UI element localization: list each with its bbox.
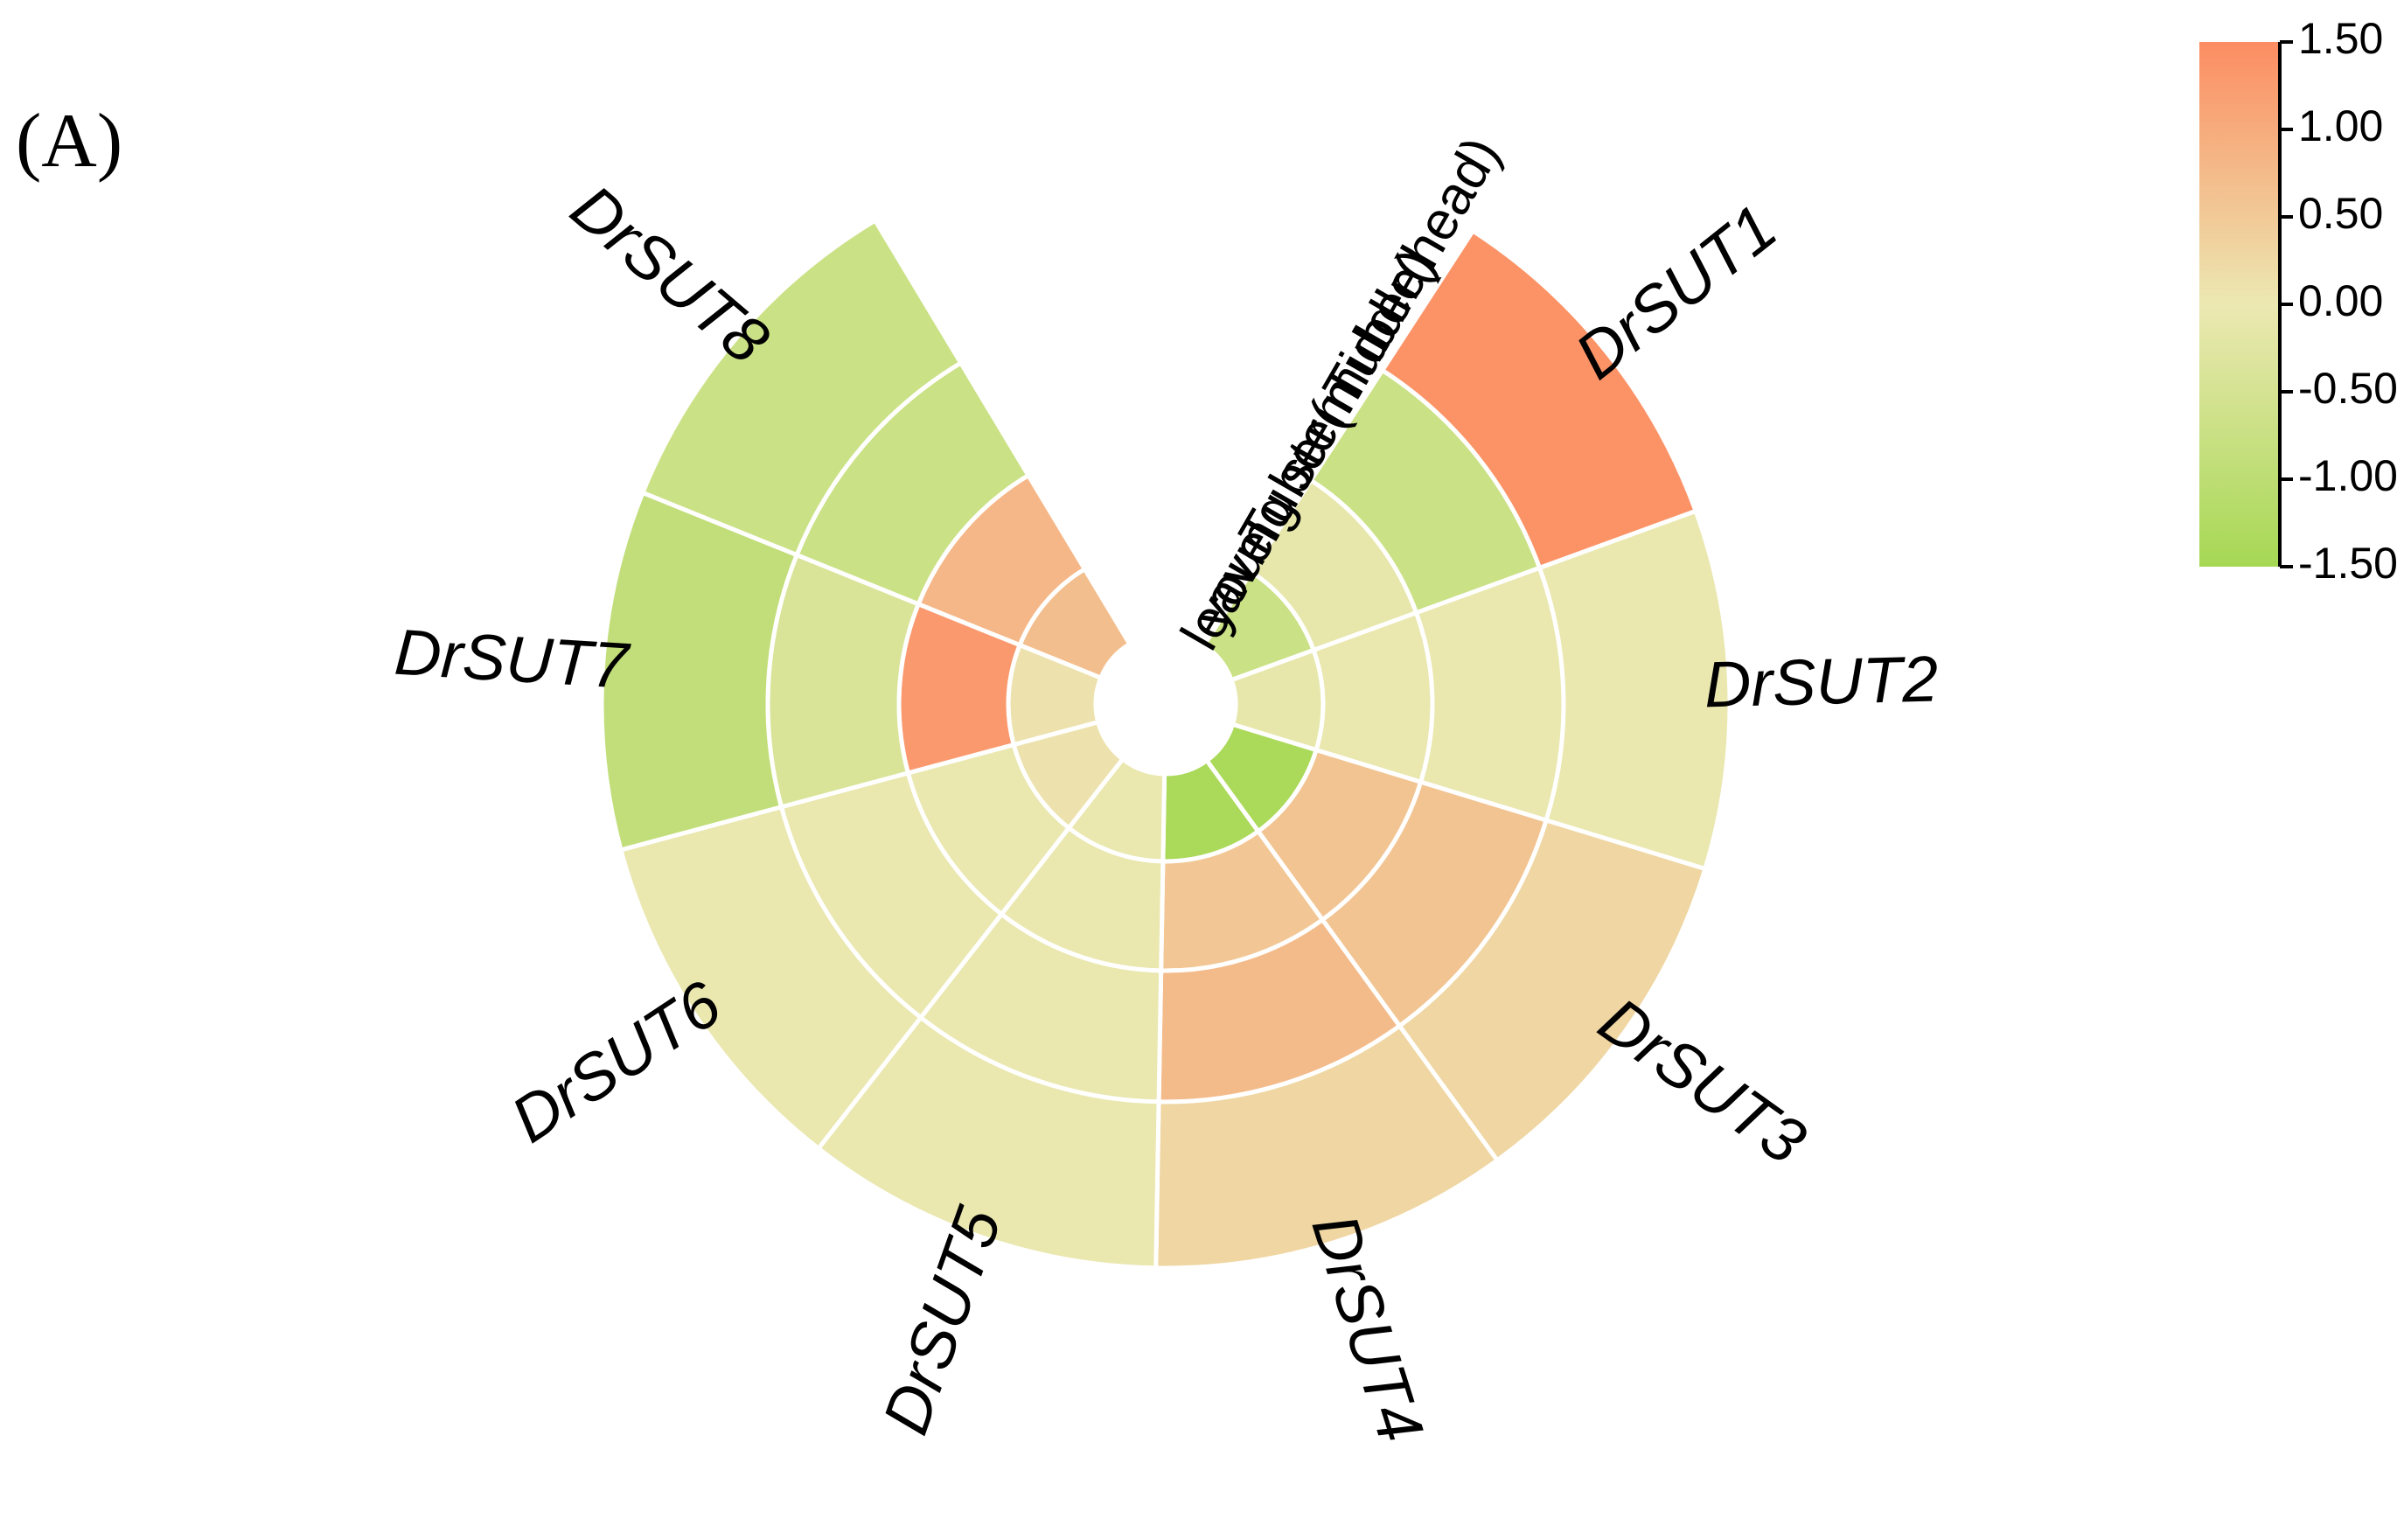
cell-drsut7-tuber-head	[599, 490, 800, 854]
colorbar-tick-label: 0.50	[2298, 189, 2383, 238]
cell-drsut6-tuber-head	[617, 804, 924, 1152]
colorbar-tick-label: -1.00	[2298, 451, 2398, 500]
cell-drsut2-tuber-middle	[1413, 565, 1566, 824]
colorbar-tick-label: 0.00	[2298, 276, 2383, 325]
cell-drsut8-tuber-head	[639, 217, 965, 558]
cell-drsut1-tuber-head	[1379, 227, 1699, 571]
gene-label-drsut5: DrSUT5	[868, 1197, 1015, 1442]
gene-label-drsut1: DrSUT1	[1562, 191, 1790, 393]
gene-label-drsut4: DrSUT4	[1298, 1206, 1438, 1451]
gene-label-drsut2: DrSUT2	[1704, 642, 1939, 721]
panel-label: (A)	[16, 99, 122, 184]
colorbar-tick-label: 1.00	[2298, 101, 2383, 150]
gene-label-drsut3: DrSUT3	[1586, 983, 1819, 1178]
colorbar-tick-label: 1.50	[2298, 14, 2383, 63]
colorbar: 1.50 1.00 0.50 0.00 -0.50 -1.00 -1.50	[2199, 14, 2398, 588]
colorbar-tick-label: -0.50	[2298, 364, 2398, 413]
colorbar-ticks: 1.50 1.00 0.50 0.00 -0.50 -1.00 -1.50	[2280, 14, 2398, 588]
colorbar-gradient	[2199, 42, 2280, 567]
cell-drsut3-tuber-head	[1396, 817, 1708, 1164]
gene-label-drsut7: DrSUT7	[393, 616, 633, 702]
gene-label-drsut8: DrSUT8	[558, 171, 783, 378]
heatmap-cells	[599, 217, 1732, 1271]
cell-drsut2-tuber-head	[1536, 508, 1732, 872]
cell-drsut4-tuber-head	[1153, 1022, 1501, 1271]
gene-label-drsut6: DrSUT6	[498, 966, 734, 1156]
cell-drsut5-tuber-head	[815, 1014, 1161, 1271]
colorbar-tick-label: -1.50	[2298, 539, 2398, 588]
